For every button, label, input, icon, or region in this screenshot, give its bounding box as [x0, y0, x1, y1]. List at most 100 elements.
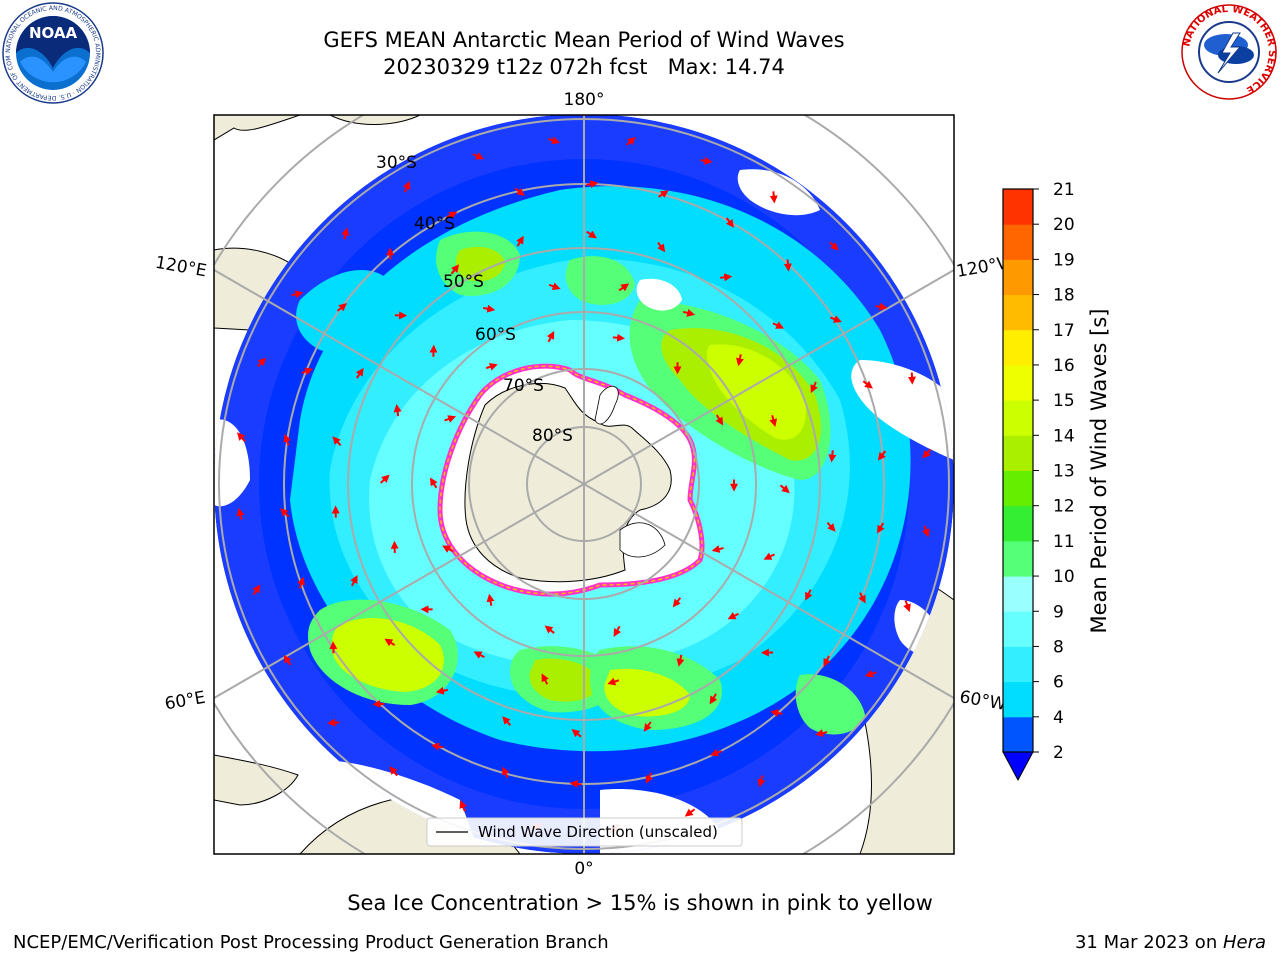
map-legend: Wind Wave Direction (unscaled) [426, 817, 743, 847]
lat-label-50s: 50°S [443, 272, 484, 292]
colorbar-tick-label: 2 [1053, 743, 1064, 763]
wind-wave-arrow [355, 367, 364, 379]
wind-wave-arrow [769, 414, 778, 427]
wind-wave-arrow [336, 303, 347, 312]
wind-wave-arrow [444, 415, 457, 423]
lon-label-120e: 120°E [154, 253, 208, 282]
wind-wave-arrow [770, 709, 783, 717]
wind-wave-arrow [658, 190, 669, 198]
colorbar-tick-label: 19 [1053, 250, 1075, 270]
wind-wave-arrow [389, 766, 398, 777]
colorbar-tick-label: 13 [1053, 462, 1075, 482]
wind-wave-arrow [332, 436, 342, 447]
colorbar-segment [1003, 189, 1033, 225]
wind-wave-arrow [586, 230, 597, 239]
wind-wave-arrow [544, 625, 555, 634]
colorbar-segment [1003, 400, 1033, 436]
sea-ice-note: Sea Ice Concentration > 15% is shown in … [347, 891, 933, 915]
colorbar-tick-label: 8 [1053, 637, 1064, 657]
wind-wave-arrow [502, 716, 512, 726]
wind-wave-arrow [625, 137, 636, 146]
noaa-logo: NATIONAL OCEANIC AND ATMOSPHERIC ADMINIS… [2, 2, 104, 104]
chart-title: GEFS MEAN Antarctic Mean Period of Wind … [323, 28, 845, 52]
wind-wave-arrow [502, 766, 510, 779]
colorbar-segment [1003, 505, 1033, 542]
wind-wave-arrow [763, 552, 775, 560]
wind-wave-arrow [783, 259, 792, 272]
wind-wave-arrow [828, 450, 837, 463]
colorbar-tick-label: 17 [1053, 321, 1075, 341]
wind-wave-arrow [252, 584, 261, 596]
wind-wave-arrow [341, 227, 350, 240]
wind-wave-arrow [676, 654, 685, 667]
wind-wave-arrow [858, 592, 866, 604]
footer-date: 31 Mar 2023 on Hera [1075, 932, 1266, 953]
wind-wave-arrow [607, 677, 620, 686]
wind-wave-arrow [810, 381, 818, 394]
wind-wave-arrow [772, 321, 785, 329]
colorbar-label: Mean Period of Wind Waves [s] [1087, 309, 1111, 634]
colorbar-tick-label: 12 [1053, 497, 1075, 517]
wind-wave-arrow [862, 380, 873, 389]
wind-wave-arrow [380, 474, 390, 484]
wind-wave-arrow [618, 283, 630, 292]
wind-wave-arrow [485, 363, 498, 371]
wind-wave-arrow [725, 217, 735, 228]
colorbar-segment [1003, 294, 1033, 331]
lon-label-180: 180° [564, 90, 605, 110]
lat-label-60s: 60°S [475, 325, 516, 345]
noaa-logo-text: NOAA [29, 24, 78, 42]
wind-wave-arrow [657, 241, 666, 253]
colorbar-tick-label: 16 [1053, 356, 1075, 376]
wind-wave-arrow [922, 448, 932, 459]
wind-wave-arrow [877, 450, 887, 461]
legend-label: Wind Wave Direction (unscaled) [478, 823, 718, 841]
wind-wave-arrow [643, 721, 652, 732]
wind-wave-arrow [719, 273, 733, 282]
footer-machine-name: Hera [1222, 932, 1266, 953]
wind-wave-arrow [709, 693, 718, 705]
wind-wave-arrow [815, 729, 828, 737]
wind-wave-arrow [682, 308, 696, 317]
colorbar-segment [1003, 435, 1033, 471]
wind-wave-arrow [541, 673, 549, 685]
lat-label-40s: 40°S [414, 214, 455, 234]
lat-label-80s: 80°S [532, 426, 573, 446]
lon-label-0: 0° [574, 859, 593, 879]
colorbar-tick-label: 21 [1053, 180, 1075, 200]
wind-wave-arrow [514, 187, 525, 196]
wind-wave-arrow [877, 522, 885, 534]
wind-wave-arrow [446, 211, 458, 219]
colorbar-tick-label: 4 [1053, 708, 1064, 728]
wind-wave-arrow [548, 282, 561, 291]
wind-wave-arrow [613, 625, 622, 637]
wind-wave-arrow [257, 357, 267, 368]
colorbar-segment [1003, 646, 1033, 683]
wind-wave-arrow [903, 600, 911, 613]
wind-wave-arrow [236, 507, 245, 520]
wind-wave-arrow [612, 333, 626, 342]
lon-label-60e: 60°E [163, 688, 207, 715]
map-frame [213, 114, 955, 855]
wind-wave-arrow [736, 354, 744, 367]
colorbar-tick-label: 14 [1053, 426, 1075, 446]
wind-wave-arrow [486, 593, 495, 606]
colorbar-tick-label: 9 [1053, 602, 1064, 622]
colorbar-tick-label: 10 [1053, 567, 1075, 587]
wind-wave-arrow [922, 525, 930, 538]
wind-wave-arrow [431, 742, 444, 751]
wind-wave-arrow [384, 638, 396, 647]
colorbar-segment [1003, 329, 1033, 366]
wind-wave-arrow [435, 686, 449, 695]
wind-wave-arrow [645, 772, 653, 784]
wind-wave-arrow [236, 432, 246, 443]
wind-wave-arrow [864, 669, 877, 678]
colorbar-segment [1003, 681, 1033, 718]
colorbar-under-triangle [1002, 751, 1034, 782]
graticule [214, 115, 954, 854]
colorbar-tick-label: 18 [1053, 286, 1075, 306]
wind-wave-arrow [727, 612, 739, 620]
wind-wave-arrow [769, 191, 778, 204]
colorbar-tick-label: 11 [1053, 532, 1075, 552]
